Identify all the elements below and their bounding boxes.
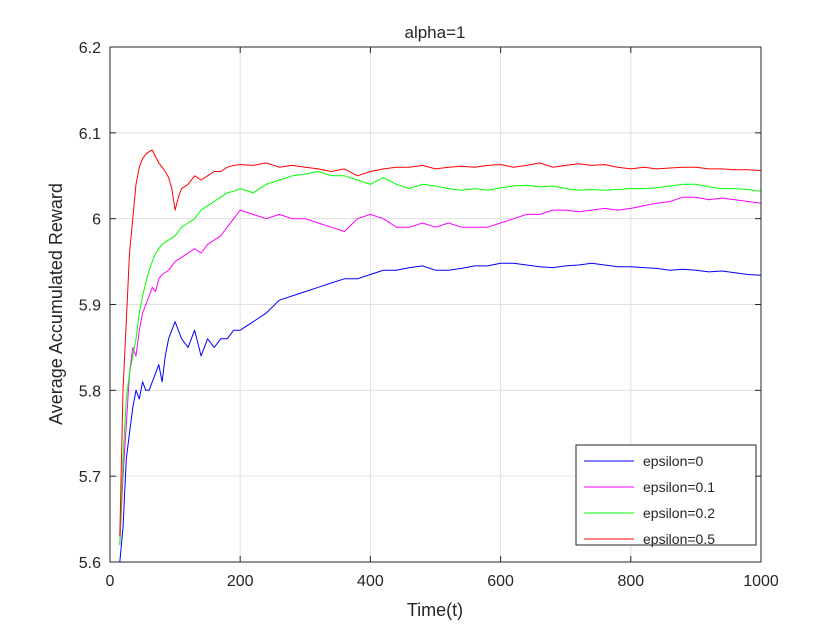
x-tick-label: 1000 xyxy=(743,573,779,590)
legend-label: epsilon=0.1 xyxy=(643,479,715,495)
series-layer xyxy=(119,149,761,562)
x-tick-label: 600 xyxy=(487,573,514,590)
series-line-epsilon=0.5 xyxy=(119,149,761,537)
legend: epsilon=0 epsilon=0.1 epsilon=0.2 epsilon=0… xyxy=(575,444,757,547)
y-tick-label: 6 xyxy=(92,212,101,229)
series-line-epsilon=0.1 xyxy=(119,196,761,545)
y-axis-label: Average Accumulated Reward xyxy=(46,183,66,425)
y-tick-label: 5.8 xyxy=(79,383,101,400)
ticks: 0 200 400 600 800 1000 5.6 5.7 5.8 5.9 6 6.1 6.2 xyxy=(79,40,779,590)
x-tick-label: 200 xyxy=(227,573,254,590)
y-tick-label: 5.9 xyxy=(79,298,101,315)
x-tick-label: 0 xyxy=(106,573,115,590)
x-tick-label: 400 xyxy=(357,573,384,590)
x-axis-label: Time(t) xyxy=(407,600,463,620)
legend-label: epsilon=0.5 xyxy=(643,531,715,547)
legend-box xyxy=(575,444,757,546)
y-tick-label: 5.6 xyxy=(79,555,101,572)
y-tick-label: 5.7 xyxy=(79,469,101,486)
legend-label: epsilon=0.2 xyxy=(643,505,715,521)
y-tick-label: 6.1 xyxy=(79,126,101,143)
series-line-epsilon=0.2 xyxy=(119,171,761,545)
series-line-epsilon=0 xyxy=(119,262,761,562)
legend-label: epsilon=0 xyxy=(643,453,704,469)
y-tick-label: 6.2 xyxy=(79,40,101,57)
x-tick-label: 800 xyxy=(617,573,644,590)
chart-title: alpha=1 xyxy=(405,23,466,42)
